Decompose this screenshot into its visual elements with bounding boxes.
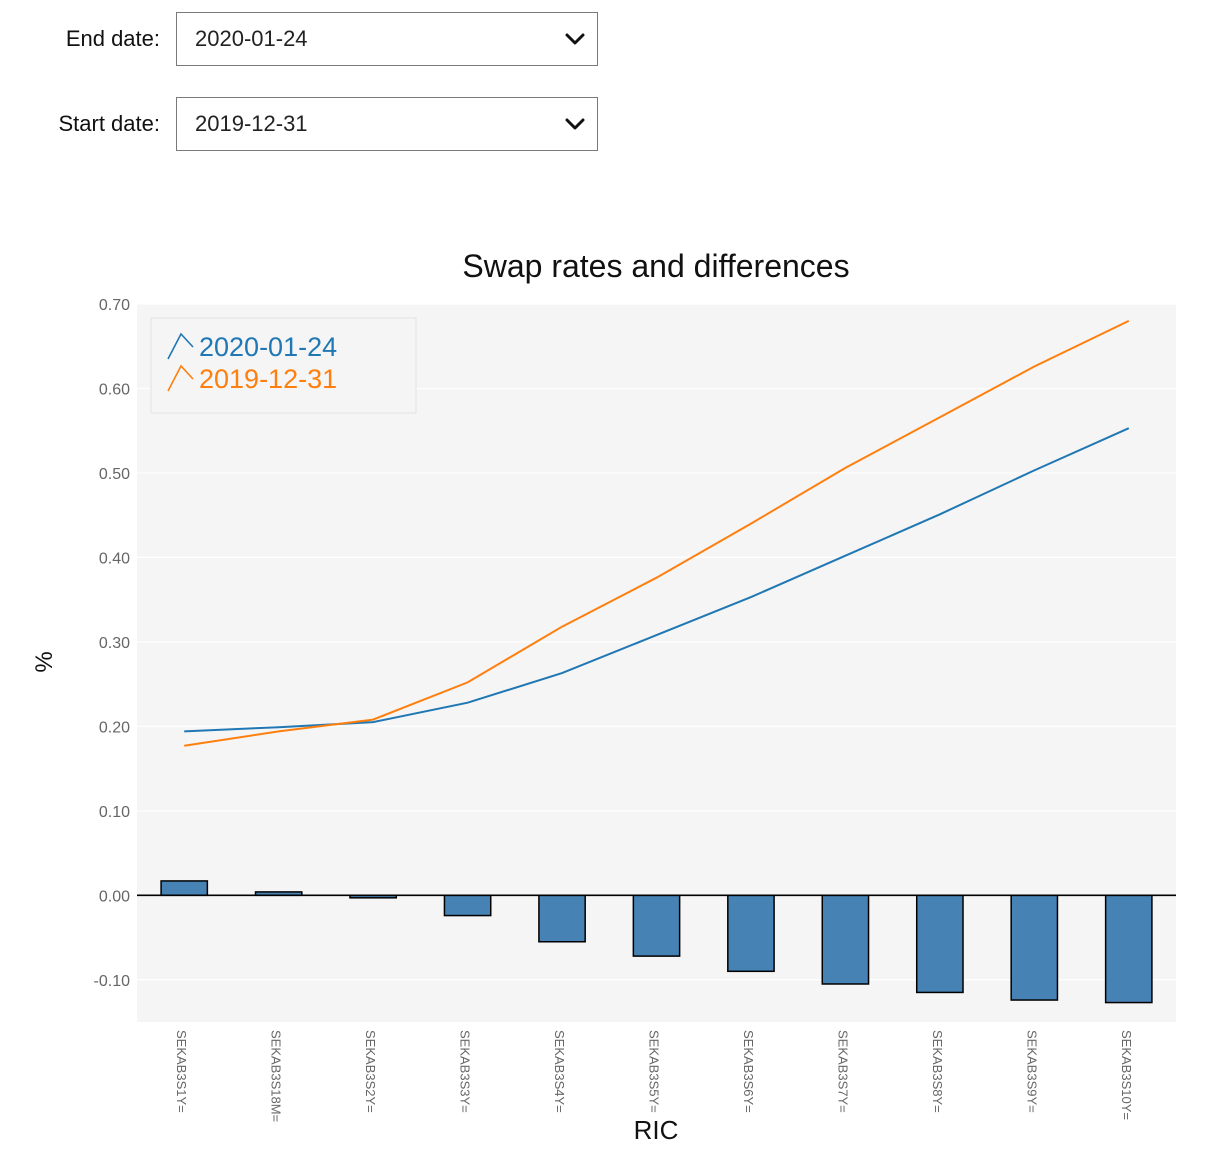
x-axis-label: RIC: [634, 1115, 679, 1145]
x-tick-label: SEKAB3S10Y=: [1119, 1030, 1134, 1120]
x-tick-label: SEKAB3S7Y=: [835, 1030, 850, 1113]
y-tick-label: 0.00: [99, 888, 130, 905]
chart-title: Swap rates and differences: [462, 248, 849, 284]
x-tick-label: SEKAB3S1Y=: [174, 1030, 189, 1113]
start-date-row: Start date: 2019-12-31: [0, 97, 598, 151]
y-axis-label: %: [31, 651, 58, 672]
difference-bar: [632, 894, 681, 957]
y-tick-label: 0.30: [99, 635, 130, 652]
difference-bar: [727, 894, 775, 973]
chevron-down-icon: [565, 33, 585, 45]
difference-bar: [821, 894, 870, 985]
legend-entry: 2020-01-24: [199, 332, 337, 362]
legend-entry: 2019-12-31: [199, 364, 337, 394]
end-date-label: End date:: [65, 26, 160, 51]
series-line: [184, 319, 1130, 747]
x-tick-label: SEKAB3S3Y=: [458, 1030, 473, 1113]
y-tick-label: 0.40: [99, 550, 130, 567]
x-tick-label: SEKAB3S8Y=: [930, 1030, 945, 1113]
start-date-label: Start date:: [58, 111, 160, 136]
start-date-select[interactable]: 2019-12-31: [176, 97, 598, 151]
y-tick-label: 0.60: [99, 381, 130, 398]
end-date-value: 2020-01-24: [195, 26, 308, 51]
x-tick-label: SEKAB3S9Y=: [1024, 1030, 1039, 1113]
y-tick-label: 0.50: [99, 466, 130, 483]
y-tick-label: -0.10: [94, 973, 131, 990]
end-date-select[interactable]: 2020-01-24: [176, 12, 598, 66]
x-tick-label: SEKAB3S6Y=: [741, 1030, 756, 1113]
difference-bar: [915, 894, 964, 994]
y-tick-label: 0.20: [99, 719, 130, 736]
difference-bar: [1104, 894, 1153, 1004]
end-date-row: End date: 2020-01-24: [0, 12, 598, 66]
legend-swatch-icon: [167, 332, 194, 360]
x-tick-label: SEKAB3S4Y=: [552, 1030, 567, 1113]
legend-box: [150, 317, 417, 414]
difference-bar: [538, 894, 586, 943]
chevron-down-icon: [565, 118, 585, 130]
x-tick-label: SEKAB3S2Y=: [363, 1030, 378, 1113]
y-tick-label: 0.70: [99, 297, 130, 314]
difference-bar: [160, 880, 209, 897]
start-date-value: 2019-12-31: [195, 111, 308, 136]
x-tick-label: SEKAB3S5Y=: [647, 1030, 662, 1113]
difference-bar: [1010, 894, 1059, 1001]
difference-bar: [443, 894, 492, 917]
legend-swatch-icon: [167, 364, 194, 392]
y-tick-label: 0.10: [99, 804, 130, 821]
x-tick-label: SEKAB3S18M=: [269, 1030, 284, 1122]
